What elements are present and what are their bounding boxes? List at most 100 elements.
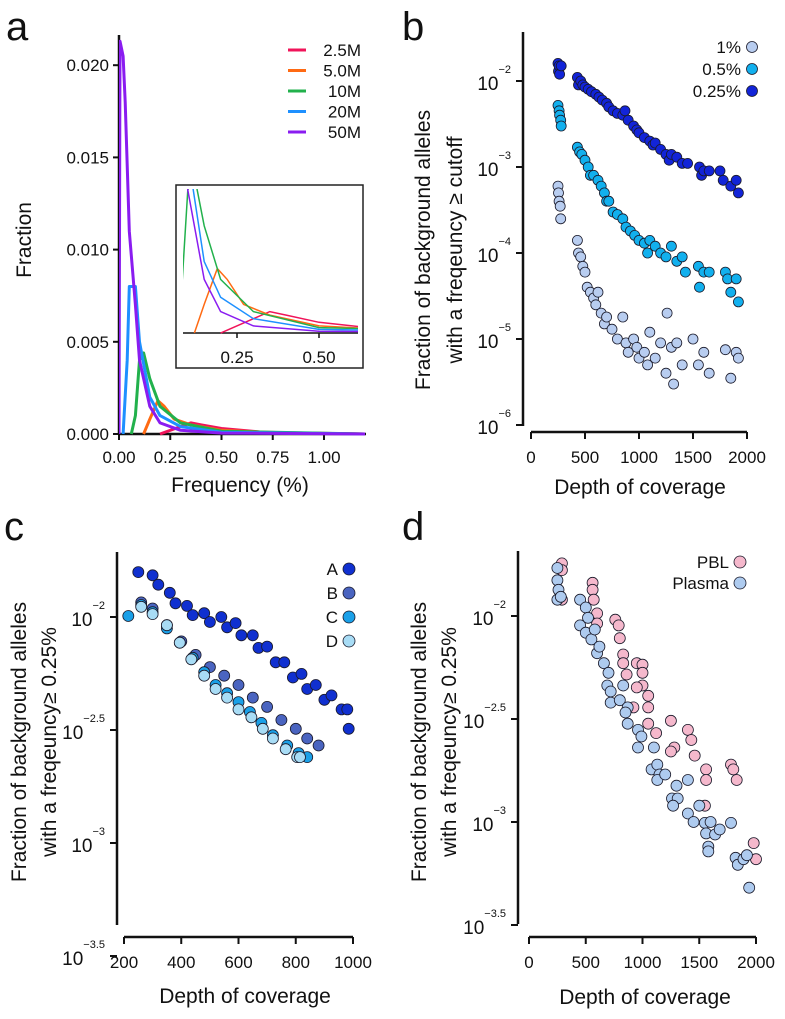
data-point [725, 372, 737, 384]
y-tick-label: 10−5 [477, 322, 511, 353]
x-tick-label: 1.00 [307, 448, 340, 467]
x-tick-label: 2000 [737, 953, 775, 972]
x-tick-label: 1500 [674, 448, 712, 467]
data-point [666, 240, 677, 252]
data-point [668, 378, 679, 390]
data-point [733, 352, 744, 364]
data-point [617, 311, 629, 323]
panel-b: 10−210−310−410−510−60 500 1000 1500 2000Dept… [412, 32, 766, 499]
legend-label: 10M [328, 82, 361, 101]
data-point [671, 337, 683, 349]
x-tick-label: 0.50 [205, 448, 238, 467]
legend-marker [342, 634, 356, 648]
inset-x-tick-label: 0.25 [220, 348, 253, 367]
data-point [246, 629, 259, 642]
data-point [215, 611, 228, 623]
series-Plasma [551, 562, 756, 894]
data-point [341, 703, 354, 716]
data-point [632, 741, 644, 754]
data-point [619, 706, 632, 719]
y-tick-exponent: −4 [498, 236, 511, 248]
legend-marker [746, 85, 758, 97]
y-axis-label-line: with a freqeuncy ≥ cutoff [444, 136, 467, 364]
x-tick-label: 1000 [620, 448, 658, 467]
legend-label: A [327, 560, 339, 579]
y-tick-label: 0.005 [66, 333, 109, 352]
data-point [587, 593, 600, 606]
legend-label: 0.25% [693, 82, 741, 101]
data-point [665, 745, 677, 758]
data-point [642, 701, 655, 714]
data-point [636, 666, 649, 679]
data-point [648, 741, 660, 754]
data-point [554, 590, 567, 603]
data-point [635, 730, 648, 743]
data-point [733, 296, 744, 308]
data-point [630, 681, 643, 694]
x-tick-label: 0.75 [256, 448, 289, 467]
x-tick-label: 0 [526, 448, 535, 467]
data-point [555, 60, 567, 72]
y-tick-label: 10−3.5 [463, 908, 506, 939]
data-point [687, 333, 699, 345]
data-point [676, 359, 688, 371]
data-point [146, 608, 159, 620]
y-tick-base: 10 [477, 418, 498, 439]
y-tick-base: 10 [71, 836, 92, 857]
data-point [604, 685, 617, 698]
y-tick-label: 0.000 [66, 425, 109, 444]
data-point [135, 600, 148, 613]
data-point [186, 609, 199, 621]
x-tick-label: 400 [167, 953, 195, 972]
y-tick-label: 0.010 [66, 241, 109, 260]
panel-letter: b [402, 5, 424, 49]
data-point [665, 714, 677, 727]
series-0.25% [552, 58, 744, 199]
data-point [169, 597, 182, 610]
data-point [163, 586, 176, 599]
data-point [620, 668, 633, 681]
data-point [198, 607, 211, 620]
y-axis-label-line: with a freqeuncy≥ 0.25% [438, 627, 461, 858]
data-point [590, 299, 602, 311]
data-point [725, 286, 737, 298]
data-point [612, 619, 625, 632]
y-tick-label: 10−3 [477, 150, 511, 181]
legend-label: 0.5% [702, 60, 741, 79]
data-point [655, 337, 666, 349]
data-point [203, 616, 216, 628]
series-C [122, 599, 314, 763]
data-point [555, 120, 567, 132]
series-1% [552, 180, 744, 390]
data-point [720, 344, 731, 356]
y-tick-base: 10 [463, 918, 484, 939]
x-tick-label: 800 [282, 953, 310, 972]
data-point [661, 307, 673, 319]
inset-series-line-2.5M [220, 310, 358, 334]
y-axis-label-line: Fraction of background alleles [412, 110, 435, 390]
y-tick-exponent: −2.5 [83, 713, 105, 725]
data-point [743, 881, 756, 894]
data-point [642, 247, 653, 259]
x-tick-label: 2000 [728, 448, 766, 467]
data-point [586, 583, 599, 596]
data-point [592, 286, 604, 298]
data-point [644, 326, 656, 338]
data-point [660, 251, 672, 263]
data-point [173, 636, 186, 649]
data-point [256, 722, 269, 735]
data-point [693, 359, 704, 371]
y-tick-exponent: −2 [92, 600, 105, 612]
y-tick-exponent: −3.5 [83, 939, 105, 951]
data-point [642, 689, 655, 702]
series-line-20M [121, 285, 366, 436]
data-point [704, 816, 717, 828]
y-tick-base: 10 [62, 949, 83, 970]
y-tick-exponent: −2 [498, 64, 511, 76]
data-point [714, 165, 726, 177]
data-point [730, 774, 743, 786]
data-point [181, 600, 193, 612]
legend-label: 5.0M [323, 62, 361, 81]
x-axis-label: Frequency (%) [171, 474, 309, 497]
inset-frame [175, 184, 364, 369]
